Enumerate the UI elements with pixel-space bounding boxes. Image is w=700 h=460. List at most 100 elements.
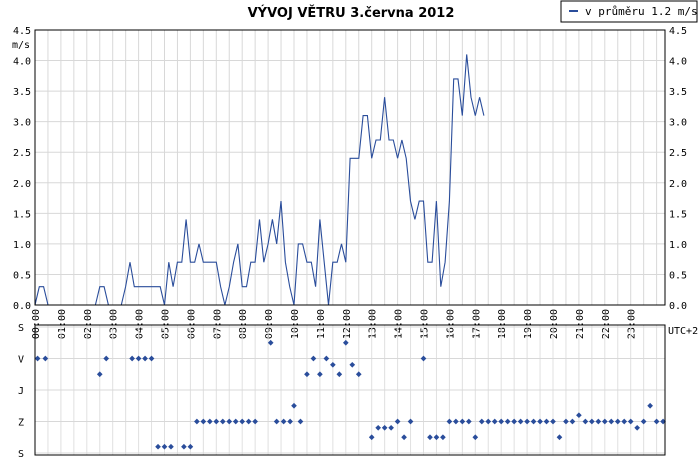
x-tick-label: 18:00: [497, 309, 508, 339]
x-tick-label: 02:00: [83, 309, 94, 339]
direction-point: [323, 355, 330, 362]
direction-point: [142, 355, 148, 362]
x-tick-label: 19:00: [523, 309, 534, 339]
direction-point: [446, 418, 453, 425]
speed-x-ticks: 00:00 01:00 02:00 03:00 04:00 05:00 06:00 07:00…: [31, 309, 638, 339]
direction-point: [375, 424, 382, 431]
direction-point: [206, 418, 213, 425]
direction-series: [34, 339, 666, 450]
direction-point: [103, 355, 110, 362]
y-tick-label-right: 2.0: [669, 179, 687, 190]
direction-point: [485, 418, 492, 425]
x-tick-label: 16:00: [445, 309, 456, 339]
direction-point: [219, 418, 226, 425]
direction-point: [194, 418, 200, 425]
direction-point: [491, 418, 498, 425]
y-tick-label-left: 0.5: [13, 270, 31, 281]
y-tick-label-right: 1.0: [669, 240, 687, 251]
y-tick-label-right: 4.5: [669, 26, 687, 37]
direction-point: [472, 434, 479, 441]
y-tick-label-right: 1.5: [669, 209, 687, 220]
direction-point: [401, 434, 407, 441]
direction-point: [427, 434, 433, 441]
direction-point: [569, 418, 576, 425]
x-tick-label: 20:00: [549, 309, 560, 339]
direction-point: [310, 355, 317, 362]
direction-point: [478, 418, 485, 425]
y-tick-label-left: 3.5: [13, 87, 31, 98]
direction-point: [660, 418, 666, 425]
y-tick-label-left: 2.5: [13, 148, 31, 159]
direction-point: [273, 418, 280, 425]
direction-point: [245, 418, 252, 425]
direction-point: [653, 418, 660, 425]
direction-point: [388, 424, 394, 431]
direction-point: [627, 418, 634, 425]
direction-point: [504, 418, 511, 425]
y-tick-label-right: 0.5: [669, 270, 687, 281]
x-tick-label: 09:00: [264, 309, 275, 339]
direction-point: [621, 418, 628, 425]
direction-point: [213, 418, 220, 425]
direction-point: [155, 443, 161, 450]
speed-y-ticks: 0.0 0.0 0.5 0.5 1.0 1.0 1.5 1.5 2.0 2.0 2.5 2.5 3.0 3…: [13, 26, 687, 312]
chart-title: VÝVOJ VĚTRU 3.června 2012: [248, 5, 455, 21]
speed-plot-frame: [34, 29, 666, 306]
direction-point: [582, 418, 589, 425]
direction-point: [129, 355, 135, 362]
x-tick-label: 06:00: [186, 309, 197, 339]
x-tick-label: 01:00: [57, 309, 68, 339]
direction-point: [530, 418, 537, 425]
direction-point: [394, 418, 401, 425]
direction-y-tick-label: V: [18, 355, 24, 366]
direction-point: [640, 418, 647, 425]
direction-point: [287, 418, 293, 425]
direction-point: [433, 434, 440, 441]
x-tick-label: 03:00: [109, 309, 120, 339]
x-tick-label: 13:00: [368, 309, 379, 339]
y-tick-label-left: 4.5: [13, 26, 31, 37]
direction-y-ticks: S V J Z S: [18, 323, 24, 460]
direction-point: [226, 418, 233, 425]
direction-point: [647, 402, 653, 409]
direction-point: [563, 418, 569, 425]
x-tick-label: 21:00: [575, 309, 586, 339]
x-tick-label: 04:00: [135, 309, 146, 339]
legend-label: v průměru 1.2 m/s: [585, 5, 698, 18]
direction-point: [608, 418, 615, 425]
speed-series: [34, 54, 485, 306]
direction-point: [634, 424, 641, 431]
direction-point: [381, 424, 388, 431]
direction-point: [148, 355, 155, 362]
x-tick-label: 22:00: [601, 309, 612, 339]
direction-point: [355, 371, 362, 378]
y-tick-label-right: 2.5: [669, 148, 687, 159]
direction-point: [304, 371, 310, 378]
direction-point: [135, 355, 142, 362]
direction-point: [459, 418, 466, 425]
y-tick-label-left: 3.0: [13, 118, 31, 129]
y-tick-label-left: 1.5: [13, 209, 31, 220]
direction-point: [232, 418, 239, 425]
direction-point: [168, 443, 174, 450]
direction-point: [595, 418, 602, 425]
direction-point: [368, 434, 375, 441]
speed-line: [34, 54, 485, 306]
y-tick-label-left: 2.0: [13, 179, 31, 190]
direction-grid: [34, 325, 665, 455]
x-tick-label: 12:00: [342, 309, 353, 339]
direction-point: [297, 418, 304, 425]
direction-point: [42, 355, 49, 362]
direction-point: [420, 355, 427, 362]
direction-point: [161, 443, 168, 450]
direction-point: [239, 418, 246, 425]
direction-point: [614, 418, 621, 425]
direction-point: [267, 339, 274, 346]
direction-point: [187, 443, 194, 450]
y-tick-label-right: 3.5: [669, 87, 687, 98]
x-tick-label: 05:00: [161, 309, 172, 339]
direction-point: [440, 434, 446, 441]
y-tick-label-left: 0.0: [13, 301, 31, 312]
direction-point: [511, 418, 517, 425]
